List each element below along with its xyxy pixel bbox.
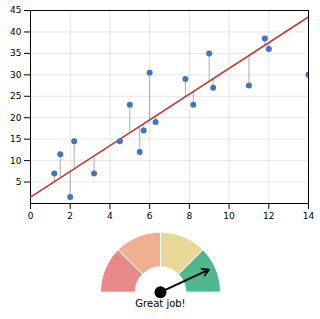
svg-text:35: 35 — [10, 48, 21, 58]
svg-text:10: 10 — [223, 211, 235, 221]
svg-text:12: 12 — [263, 211, 274, 221]
svg-text:0: 0 — [28, 211, 34, 221]
svg-text:8: 8 — [186, 211, 192, 221]
svg-text:Great job!: Great job! — [135, 298, 185, 309]
svg-text:25: 25 — [10, 91, 21, 101]
svg-text:6: 6 — [147, 211, 153, 221]
svg-text:20: 20 — [10, 113, 22, 123]
svg-text:40: 40 — [10, 27, 22, 37]
svg-text:5: 5 — [16, 177, 22, 187]
svg-text:15: 15 — [10, 134, 21, 144]
svg-text:45: 45 — [10, 5, 21, 15]
svg-text:14: 14 — [303, 211, 315, 221]
svg-text:4: 4 — [107, 211, 113, 221]
svg-text:30: 30 — [10, 70, 22, 80]
svg-text:10: 10 — [10, 155, 22, 165]
svg-text:2: 2 — [67, 211, 73, 221]
